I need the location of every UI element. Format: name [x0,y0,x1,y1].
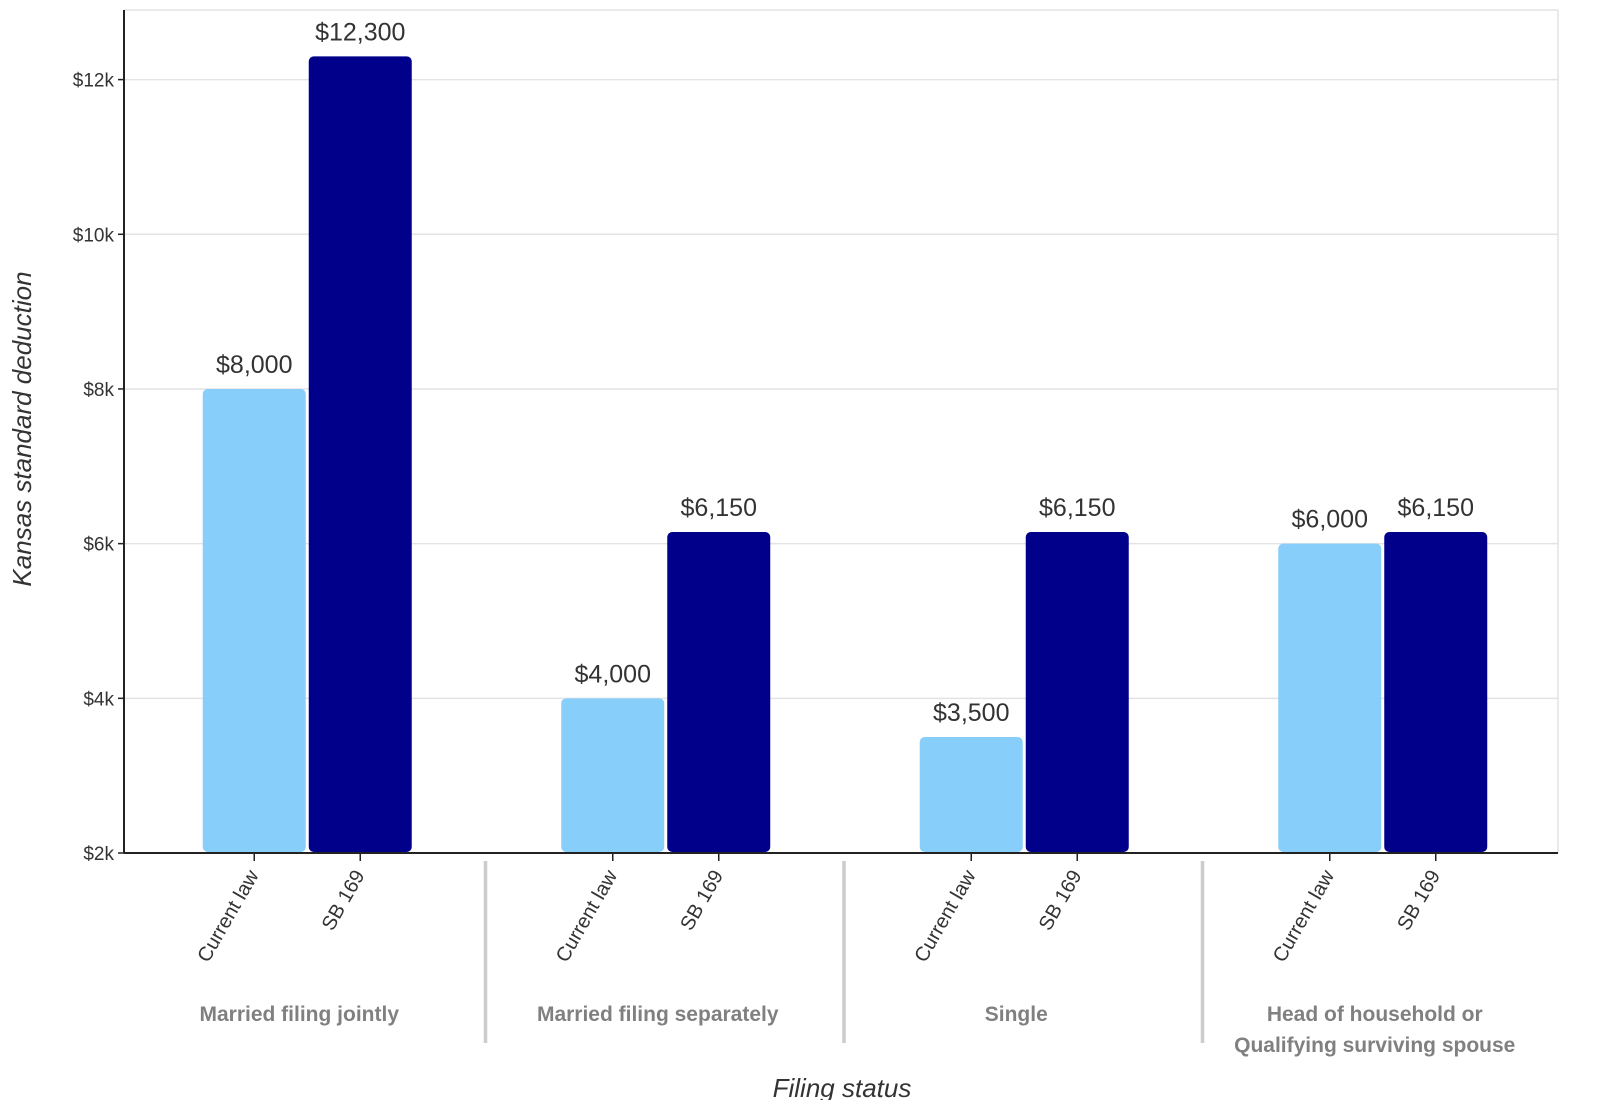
group-label: Head of household or [1267,1003,1483,1026]
bar-value-label: $6,150 [1039,494,1115,522]
bar-value-label: $6,000 [1292,506,1368,534]
x-axis-title: Filing status [773,1073,912,1100]
bar [667,532,771,852]
group-label: Married filing jointly [199,1003,399,1026]
axes [118,10,1558,1043]
bars [202,56,1488,852]
y-tick-label: $2k [83,844,114,865]
y-tick-label: $6k [83,535,114,556]
bar [1384,532,1488,852]
bar-value-label: $6,150 [1398,494,1474,522]
y-tick-label: $12k [73,71,115,92]
group-label: Single [985,1003,1048,1026]
group-label: Qualifying surviving spouse [1234,1034,1515,1057]
group-label: Married filing separately [537,1003,779,1026]
bar [308,56,412,852]
bar-value-label: $8,000 [216,351,292,379]
bar-value-label: $3,500 [933,699,1009,727]
bar [1025,532,1129,852]
bar [561,698,665,852]
bar [202,388,306,852]
y-axis-title: Kansas standard deduction [7,271,37,586]
bar-value-label: $6,150 [681,494,757,522]
bar [919,736,1023,852]
bar-value-label: $4,000 [575,660,651,688]
y-tick-label: $8k [83,380,114,401]
y-tick-label: $4k [83,689,114,710]
bar-value-label: $12,300 [315,18,405,46]
bar [1278,543,1382,852]
y-tick-label: $10k [73,225,115,246]
